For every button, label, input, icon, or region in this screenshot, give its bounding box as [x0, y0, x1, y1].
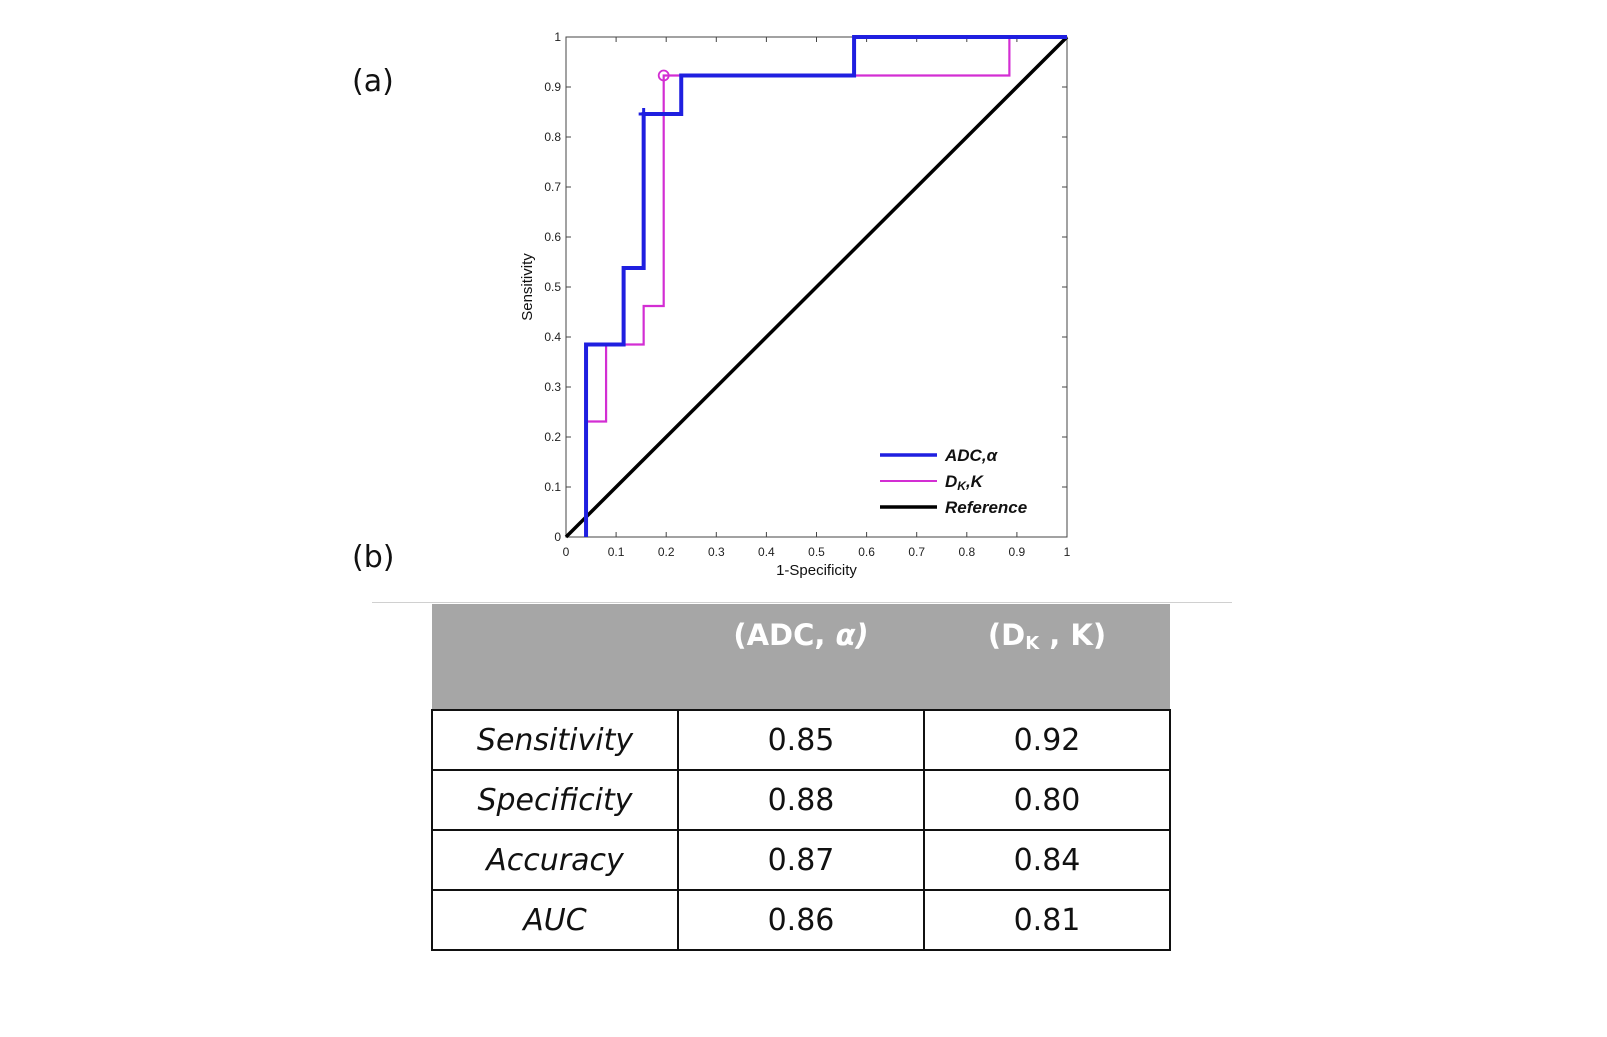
legend-dk-main: D	[945, 472, 957, 491]
cell-dk: 0.81	[923, 889, 1171, 951]
y-axis-title: Sensitivity	[519, 253, 536, 321]
y-tick-label: 0.2	[544, 430, 561, 444]
cell-dk: 0.84	[923, 829, 1171, 891]
cell-adc: 0.88	[677, 769, 925, 831]
legend-dk-rest: ,K	[965, 472, 985, 491]
header-adc-alpha: (ADC, α)	[678, 604, 924, 710]
row-label: Accuracy	[431, 829, 679, 891]
y-tick-label: 0.7	[544, 180, 561, 194]
y-tick-label: 0.1	[544, 480, 561, 494]
series-line-reference	[564, 35, 1069, 539]
legend: ADC,α DK,K Reference	[880, 446, 1027, 517]
cell-adc: 0.86	[677, 889, 925, 951]
x-tick-label: 0.8	[958, 545, 975, 559]
roc-chart: 0 0.1 0.2 0.3 0.4 0.5 0.6 0.7 0.8 0.9 1 0 0.1 0.2 0.3 0…	[519, 30, 1071, 579]
x-tick-label: 0.4	[758, 545, 775, 559]
header-dk-pre: (D	[987, 618, 1026, 652]
legend-adc-greek: α	[987, 446, 999, 465]
x-tick-label: 1	[1064, 545, 1071, 559]
header-dk-k: (DK , K)	[924, 604, 1170, 710]
x-tick-label: 0.6	[858, 545, 875, 559]
tick-marks: 0 0.1 0.2 0.3 0.4 0.5 0.6 0.7 0.8 0.9 1 0 0.1 0.2 0.3 0…	[544, 30, 1070, 559]
header-dk-post: , K)	[1039, 618, 1107, 652]
header-dk-sub: K	[1025, 633, 1040, 654]
marker-dk-circle	[657, 69, 670, 82]
y-tick-label: 0.3	[544, 380, 561, 394]
x-tick-label: 0.5	[808, 545, 825, 559]
cell-dk: 0.80	[923, 769, 1171, 831]
x-tick-label: 0.9	[1009, 545, 1026, 559]
row-label: Sensitivity	[431, 709, 679, 771]
y-tick-label: 1	[554, 30, 561, 44]
header-adc-text: (ADC,	[733, 618, 836, 652]
cell-dk: 0.92	[923, 709, 1171, 771]
table-row: Sensitivity 0.85 0.92	[431, 709, 1171, 771]
legend-dk-sub: K	[957, 479, 967, 493]
table-row: Specificity 0.88 0.80	[431, 769, 1171, 831]
operating-point-markers	[638, 69, 670, 120]
x-tick-label: 0.1	[608, 545, 625, 559]
header-adc-greek: α)	[835, 618, 869, 652]
y-tick-label: 0	[554, 530, 561, 544]
y-tick-label: 0.9	[544, 80, 561, 94]
legend-adc-main: ADC,	[944, 446, 987, 465]
cell-adc: 0.85	[677, 709, 925, 771]
x-tick-label: 0.7	[908, 545, 925, 559]
separator-line	[372, 602, 1232, 603]
y-tick-label: 0.8	[544, 130, 561, 144]
y-tick-label: 0.6	[544, 230, 561, 244]
y-tick-label: 0.5	[544, 280, 561, 294]
x-tick-label: 0.2	[658, 545, 675, 559]
y-tick-label: 0.4	[544, 330, 561, 344]
table-header-row: (ADC, α) (DK , K)	[432, 604, 1170, 710]
panel-label-b: (b)	[352, 540, 395, 575]
metrics-table: (ADC, α) (DK , K) Sensitivity 0.85 0.92 …	[431, 604, 1171, 951]
x-tick-label: 0.3	[708, 545, 725, 559]
legend-label-reference: Reference	[945, 498, 1027, 517]
row-label: Specificity	[431, 769, 679, 831]
table-row: AUC 0.86 0.81	[431, 889, 1171, 951]
table-row: Accuracy 0.87 0.84	[431, 829, 1171, 891]
header-blank	[432, 604, 678, 710]
x-axis-title: 1-Specificity	[776, 562, 857, 579]
cell-adc: 0.87	[677, 829, 925, 891]
row-label: AUC	[431, 889, 679, 951]
legend-label-adc: ADC,α	[944, 446, 999, 465]
panel-label-a: (a)	[352, 64, 394, 99]
x-tick-label: 0	[563, 545, 570, 559]
legend-label-dk: DK,K	[945, 472, 985, 493]
